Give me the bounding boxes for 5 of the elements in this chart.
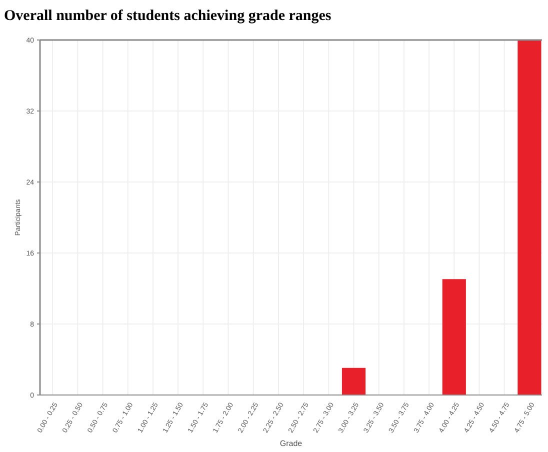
chart-title: Overall number of students achieving grade ranges <box>4 8 332 24</box>
bar <box>342 368 366 396</box>
bar <box>442 279 466 396</box>
x-axis-title: Grade <box>280 439 303 448</box>
bar <box>518 40 542 396</box>
